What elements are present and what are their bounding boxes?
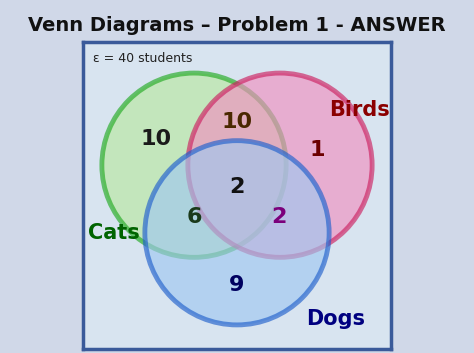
Text: 2: 2 xyxy=(271,208,286,227)
Text: 2: 2 xyxy=(229,177,245,197)
Text: Cats: Cats xyxy=(88,223,140,243)
Text: 9: 9 xyxy=(229,275,245,295)
Text: 10: 10 xyxy=(140,129,171,149)
Text: ε = 40 students: ε = 40 students xyxy=(92,52,192,65)
Text: 10: 10 xyxy=(221,112,253,132)
Text: Venn Diagrams – Problem 1 - ANSWER: Venn Diagrams – Problem 1 - ANSWER xyxy=(28,16,446,35)
Circle shape xyxy=(102,73,286,257)
Text: 6: 6 xyxy=(186,208,202,227)
Text: Birds: Birds xyxy=(329,100,390,120)
Text: 1: 1 xyxy=(309,140,325,160)
Text: Dogs: Dogs xyxy=(306,309,365,329)
Circle shape xyxy=(145,140,329,325)
Circle shape xyxy=(188,73,372,257)
